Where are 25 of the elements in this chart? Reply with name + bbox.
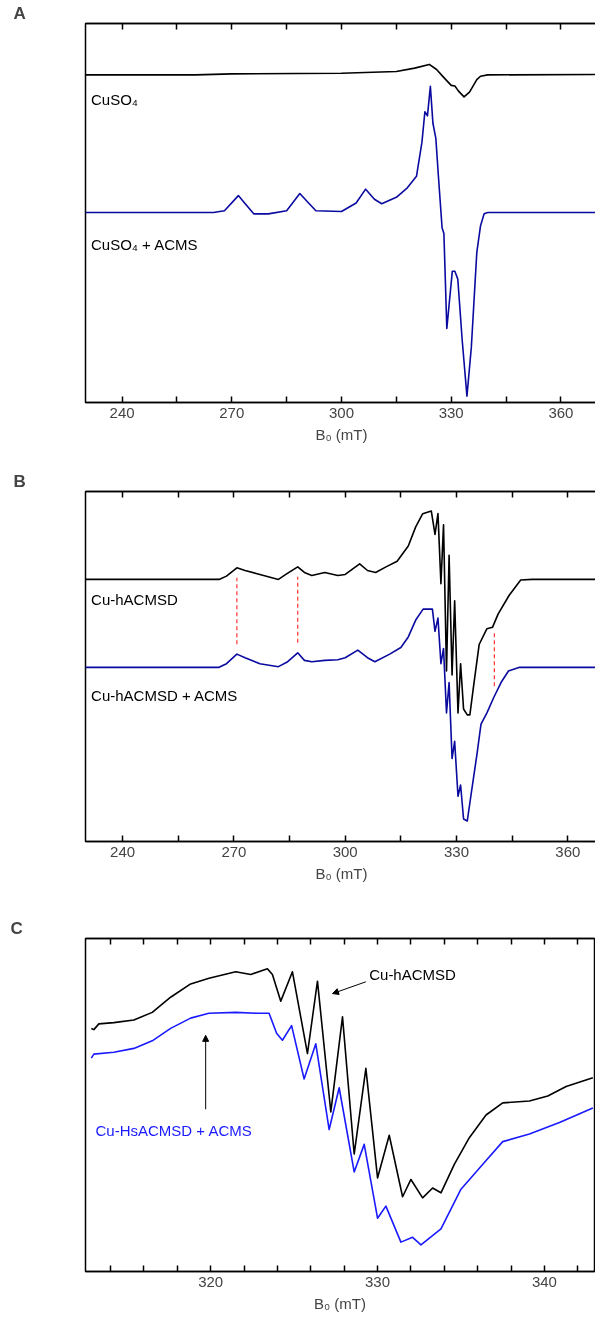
series-label: Cu-hACMSD	[91, 591, 178, 609]
series-label: CuSO₄ + ACMS	[90, 236, 198, 254]
x-tick-label: 330	[438, 403, 464, 421]
x-tick-label: 330	[444, 842, 470, 860]
x-axis-title: B₀ (mT)	[315, 425, 368, 443]
x-tick-label: 320	[198, 1272, 224, 1290]
series-label: Cu-hACMSD + ACMS	[91, 687, 238, 705]
x-tick-label: 240	[109, 403, 135, 421]
x-tick-label: 270	[221, 842, 247, 860]
x-tick-label: 360	[548, 403, 574, 421]
text: Cu-HsACMSD + ACMS	[95, 1121, 252, 1139]
x-tick-label: 360	[555, 842, 581, 860]
series-label: CuSO₄	[90, 91, 138, 109]
x-axis-title: B₀ (mT)	[315, 864, 368, 882]
chart-title: C	[10, 918, 23, 938]
x-axis-title: B₀ (mT)	[313, 1294, 367, 1312]
x-tick-label: 270	[219, 403, 245, 421]
x-tick-label: 240	[110, 842, 136, 860]
chart-title: B	[13, 471, 26, 491]
x-tick-label: 340	[531, 1272, 557, 1290]
x-tick-label: 300	[328, 403, 355, 421]
text: Cu-hACMSD	[369, 966, 457, 984]
x-tick-label: 330	[365, 1272, 391, 1290]
x-tick-label: 300	[332, 842, 358, 860]
chart-title: A	[13, 3, 26, 23]
